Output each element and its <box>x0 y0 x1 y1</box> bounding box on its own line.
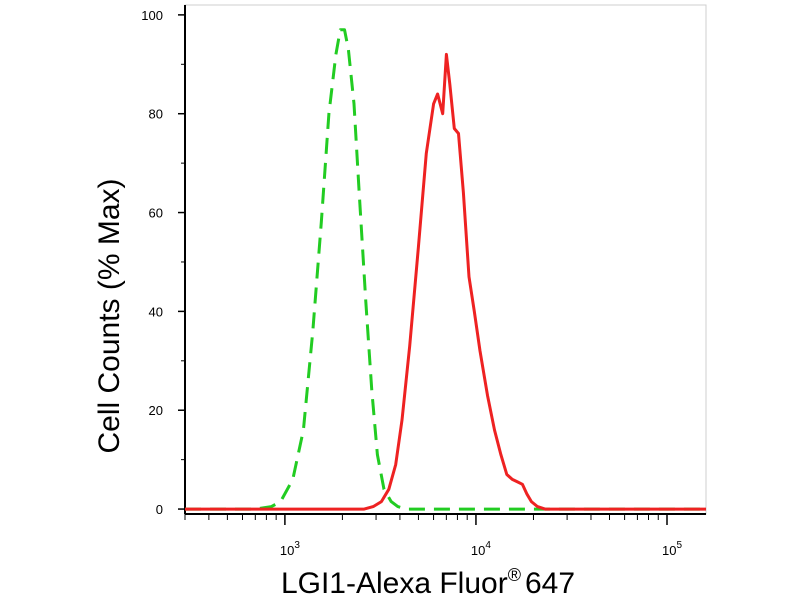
y-axis-ticks: 0 20 40 60 80 100 <box>141 8 185 517</box>
x-axis-ticks: 103 104 105 <box>184 514 682 558</box>
x-tick-label: 105 <box>662 540 682 558</box>
y-tick-label: 40 <box>149 304 163 319</box>
x-axis-title-superscript: ® <box>508 565 521 585</box>
y-tick-label: 80 <box>149 107 163 122</box>
y-tick-label: 20 <box>149 403 163 418</box>
x-tick-label: 104 <box>471 540 491 558</box>
series-layer <box>185 28 706 511</box>
y-tick-label: 0 <box>156 502 163 517</box>
x-axis-title-suffix: 647 <box>525 567 575 600</box>
x-axis-title: LGI1-Alexa Fluor® 647 <box>281 565 575 600</box>
series-line-solid <box>185 52 706 511</box>
x-tick-label: 103 <box>280 540 300 558</box>
series-line-dashed <box>185 28 706 511</box>
y-axis-title: Cell Counts (% Max) <box>93 178 126 453</box>
y-tick-label: 100 <box>141 8 163 23</box>
y-tick-label: 60 <box>149 206 163 221</box>
x-axis-title-main: LGI1-Alexa Fluor <box>281 567 508 600</box>
